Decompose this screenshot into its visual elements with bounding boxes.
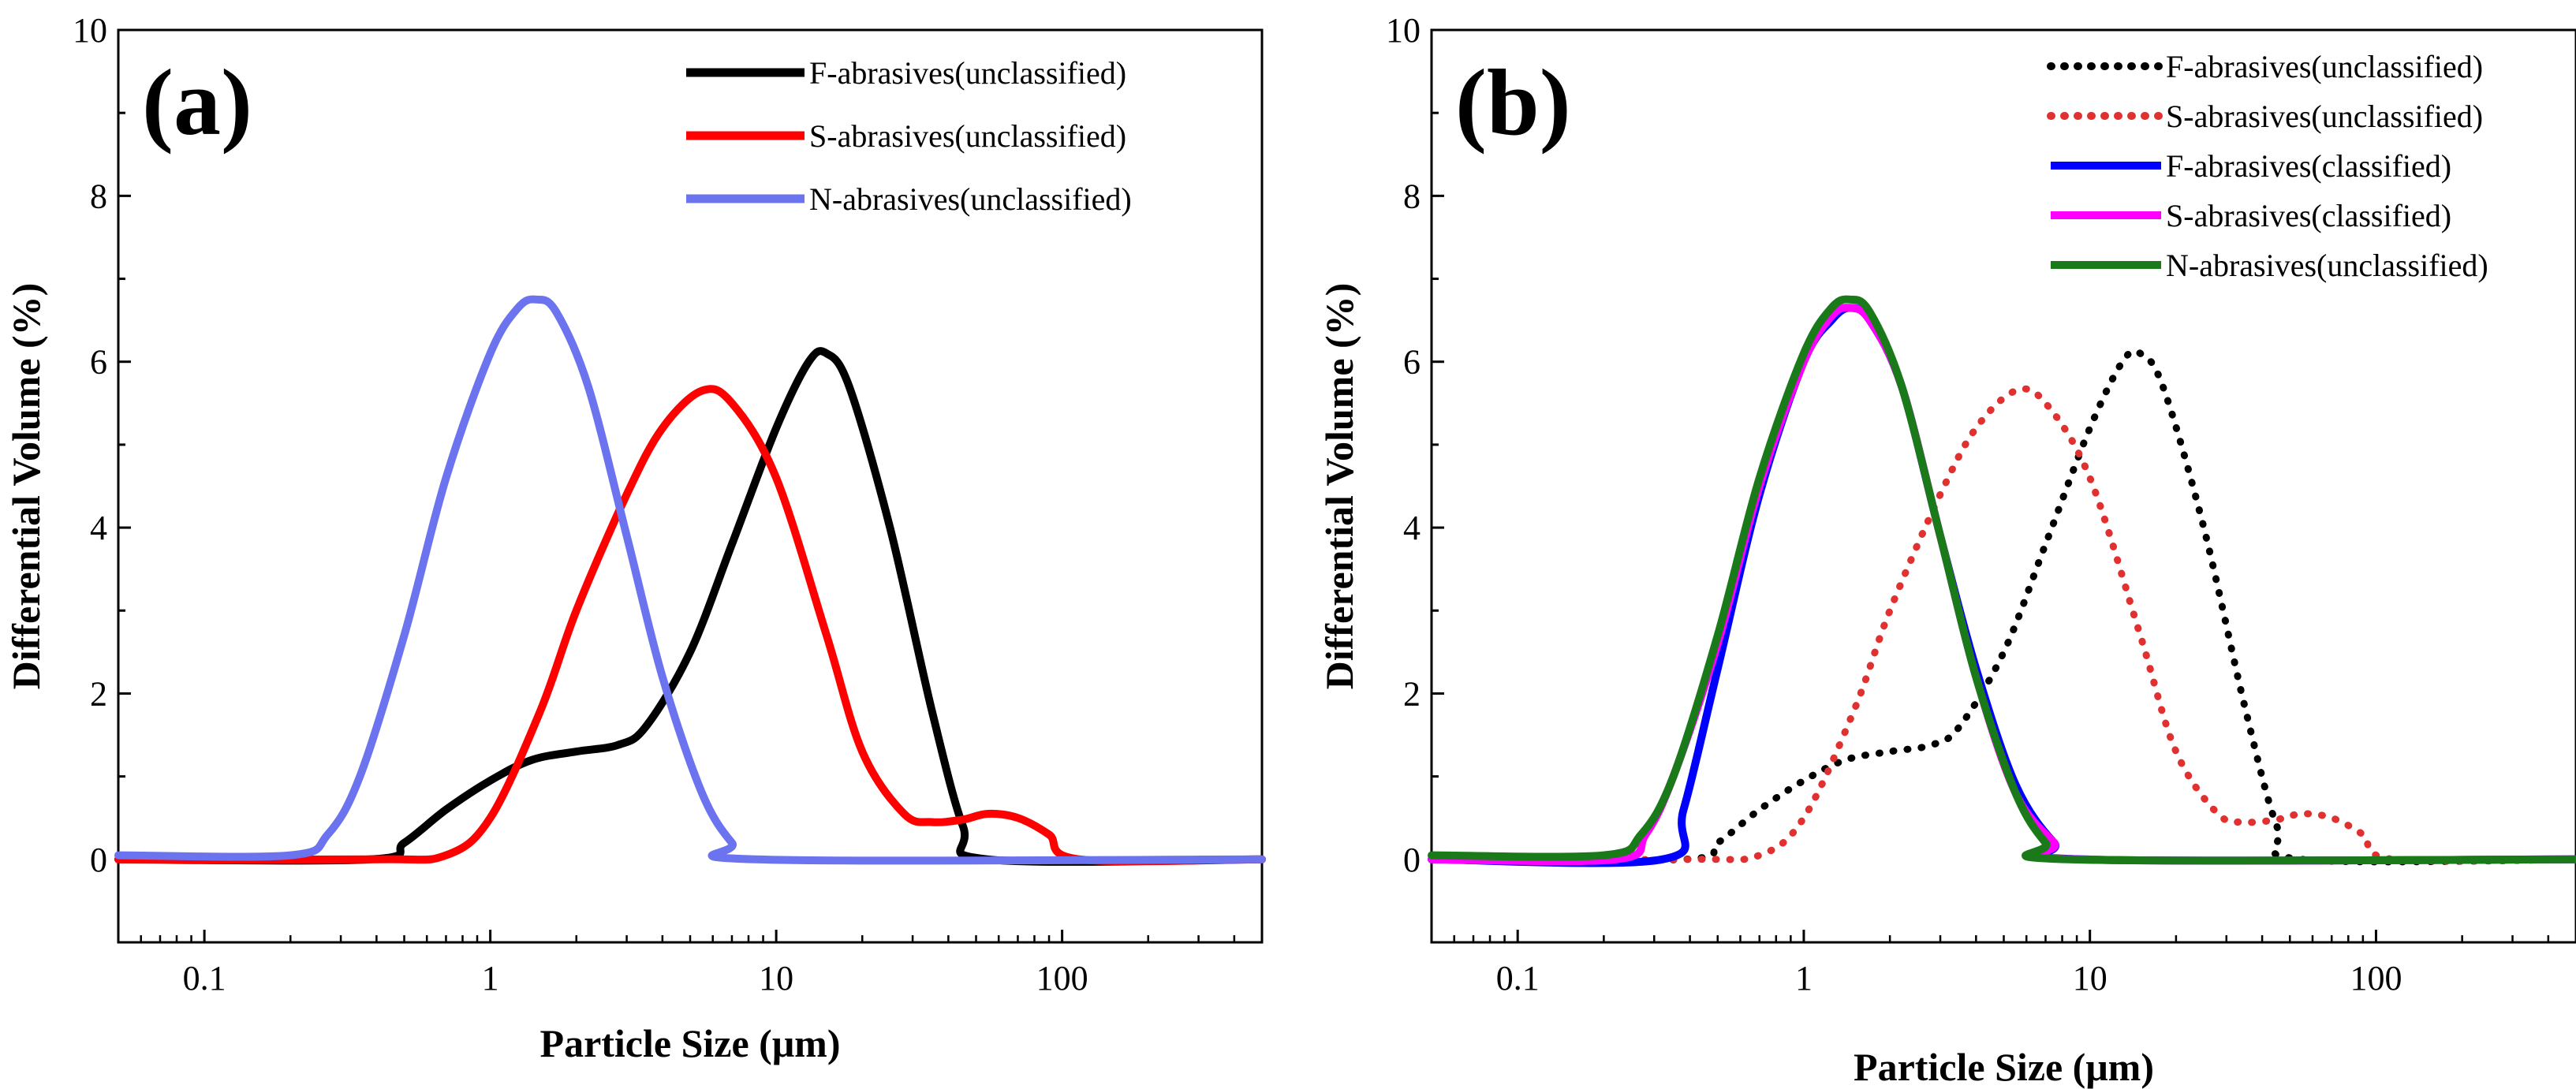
legend-label: S-abrasives(unclassified) [2166, 99, 2483, 134]
x-axis-title: Particle Size (μm) [540, 1021, 841, 1065]
legend-label: F-abrasives(unclassified) [809, 55, 1126, 91]
legend: F-abrasives(unclassified) S-abrasives(unc… [2047, 49, 2488, 283]
series-line-s-abrasives-unclassified [114, 385, 1266, 866]
legend-label: N-abrasives(unclassified) [809, 181, 1132, 217]
x-tick-label: 1 [482, 959, 499, 998]
y-axis-title: Differential Volume (%) [1317, 283, 1361, 690]
x-tick-label: 0.1 [183, 959, 226, 998]
legend-label: F-abrasives(unclassified) [2166, 49, 2483, 84]
panel-label: (a) [142, 50, 252, 155]
x-tick-label: 1 [1795, 959, 1813, 998]
y-tick-label: 4 [1403, 509, 1421, 547]
y-tick-label: 8 [1403, 177, 1421, 215]
y-tick-label: 10 [1386, 11, 1421, 50]
y-tick-label: 0 [90, 841, 107, 879]
series-line-s-abrasives-classified [1428, 304, 2576, 866]
x-tick-label: 0.1 [1496, 959, 1540, 998]
y-axis-title: Differential Volume (%) [4, 283, 48, 690]
series-line-f-abrasives-classified [1428, 304, 2576, 867]
y-tick-label: 10 [73, 11, 107, 50]
series-line-n-abrasives-unclassified [1428, 295, 2576, 865]
x-tick-label: 10 [2073, 959, 2107, 998]
legend-label: F-abrasives(classified) [2166, 148, 2451, 184]
series-line-f-abrasives-unclassified [1428, 347, 2576, 866]
x-tick-label: 100 [2350, 959, 2402, 998]
series-line-f-abrasives-unclassified [114, 347, 1266, 866]
series-line-n-abrasives-unclassified [114, 295, 1266, 865]
x-tick-label: 100 [1036, 959, 1088, 998]
x-tick-label: 10 [759, 959, 793, 998]
y-tick-label: 2 [90, 674, 107, 713]
chart-panel-a: 0 2 4 6 8 10 0.1 1 10 100 Particle Size (μm) Differ… [4, 11, 1266, 1065]
legend-label: N-abrasives(unclassified) [2166, 248, 2488, 283]
chart-panel-b: 0 2 4 6 8 10 0.1 1 10 100 Particle Size (μm) Differ… [1317, 11, 2576, 1089]
legend: F-abrasives(unclassified) S-abrasives(unc… [686, 55, 1132, 217]
series-line-s-abrasives-unclassified [1428, 385, 2576, 865]
y-tick-label: 6 [1403, 343, 1421, 382]
x-axis-title: Particle Size (μm) [1854, 1045, 2154, 1089]
legend-label: S-abrasives(classified) [2166, 198, 2451, 233]
y-tick-label: 4 [90, 509, 107, 547]
y-tick-label: 0 [1403, 841, 1421, 879]
legend-label: S-abrasives(unclassified) [809, 118, 1126, 154]
panel-label: (b) [1455, 50, 1571, 155]
plot-frame [117, 28, 1264, 944]
y-tick-label: 2 [1403, 674, 1421, 713]
y-tick-label: 8 [90, 177, 107, 215]
y-tick-label: 6 [90, 343, 107, 382]
